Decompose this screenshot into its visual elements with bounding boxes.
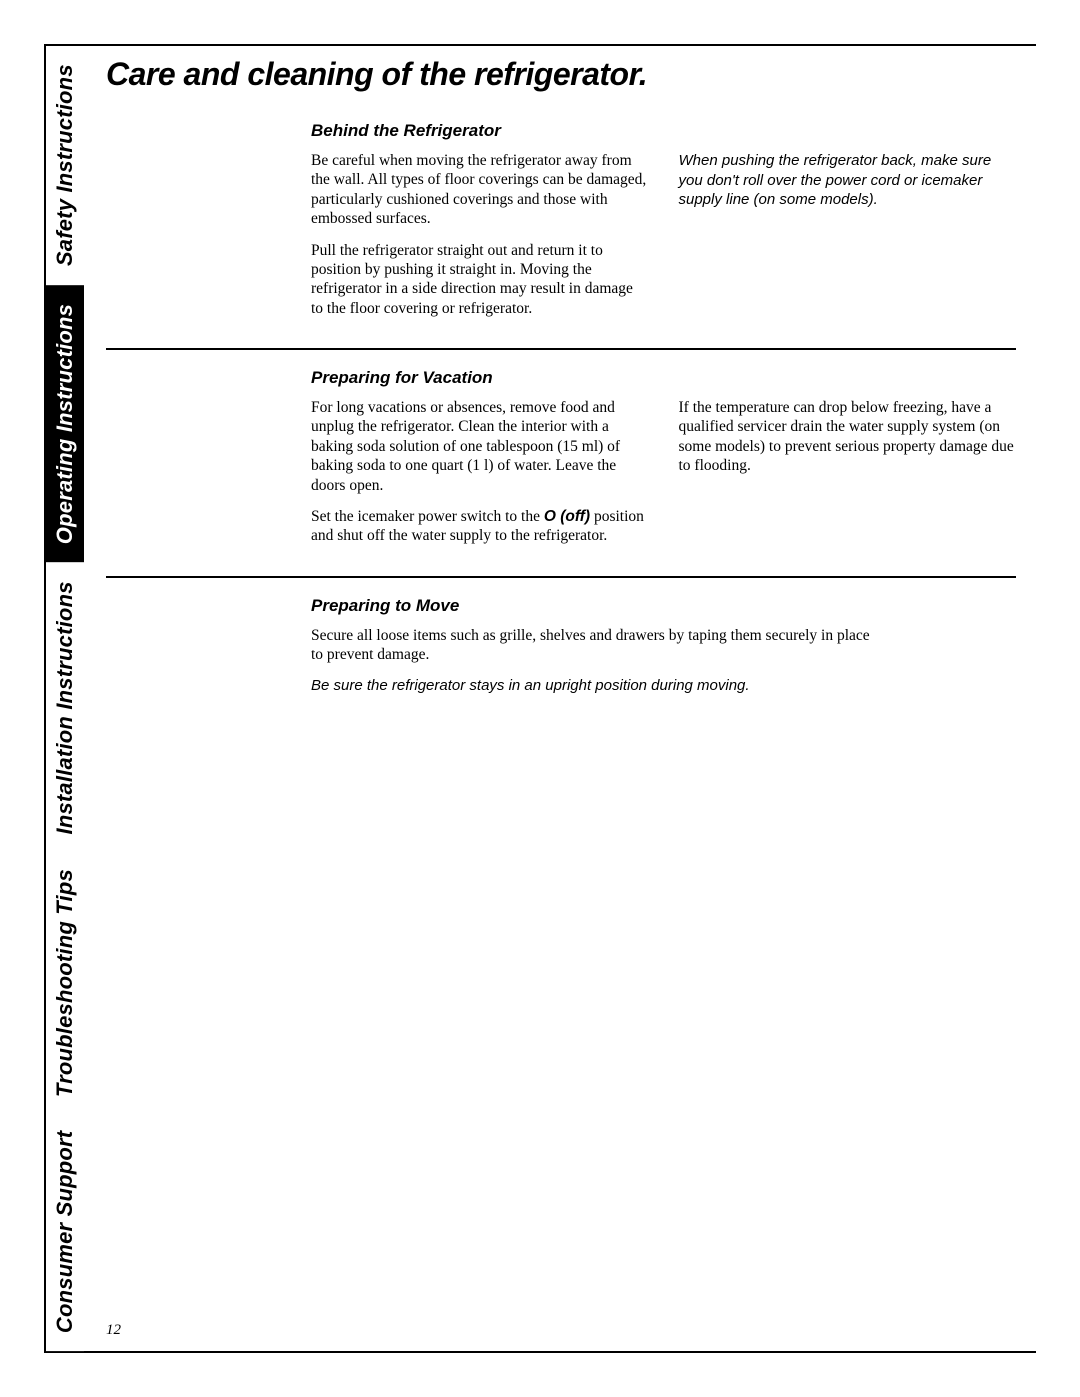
body-text: Pull the refrigerator straight out and r… [311, 241, 649, 319]
side-tabs: Safety Instructions Operating Instructio… [46, 46, 84, 1351]
tab-troubleshooting-tips: Troubleshooting Tips [46, 854, 84, 1112]
text-bold: O (off) [544, 508, 590, 525]
section-behind-refrigerator: Behind the Refrigerator Be careful when … [311, 121, 1016, 330]
section-heading: Preparing to Move [311, 596, 1016, 616]
tab-consumer-support: Consumer Support [46, 1112, 84, 1351]
tab-installation-instructions: Installation Instructions [46, 562, 84, 853]
text-pre: Set the icemaker power switch to the [311, 508, 544, 525]
body-text: Set the icemaker power switch to the O (… [311, 507, 649, 546]
body-text: If the temperature can drop below freezi… [679, 398, 1017, 476]
column-right: If the temperature can drop below freezi… [679, 398, 1017, 558]
page-content: Care and cleaning of the refrigerator. B… [106, 56, 1016, 696]
section-preparing-move: Preparing to Move Secure all loose items… [311, 596, 1016, 696]
column-right: When pushing the refrigerator back, make… [679, 151, 1017, 330]
note-text: When pushing the refrigerator back, make… [679, 151, 1017, 210]
body-text: Secure all loose items such as grille, s… [311, 626, 871, 665]
page-title: Care and cleaning of the refrigerator. [106, 56, 1016, 93]
section-preparing-vacation: Preparing for Vacation For long vacation… [311, 368, 1016, 558]
note-text: Be sure the refrigerator stays in an upr… [311, 676, 1016, 696]
page-number: 12 [106, 1322, 121, 1339]
section-divider [106, 576, 1016, 578]
body-text: Be careful when moving the refrigerator … [311, 151, 649, 229]
manual-page: Safety Instructions Operating Instructio… [44, 44, 1036, 1353]
column-left: For long vacations or absences, remove f… [311, 398, 649, 558]
section-heading: Behind the Refrigerator [311, 121, 1016, 141]
column-left: Be careful when moving the refrigerator … [311, 151, 649, 330]
section-heading: Preparing for Vacation [311, 368, 1016, 388]
section-divider [106, 348, 1016, 350]
tab-operating-instructions: Operating Instructions [46, 285, 84, 562]
body-text: For long vacations or absences, remove f… [311, 398, 649, 495]
tab-safety-instructions: Safety Instructions [46, 46, 84, 285]
